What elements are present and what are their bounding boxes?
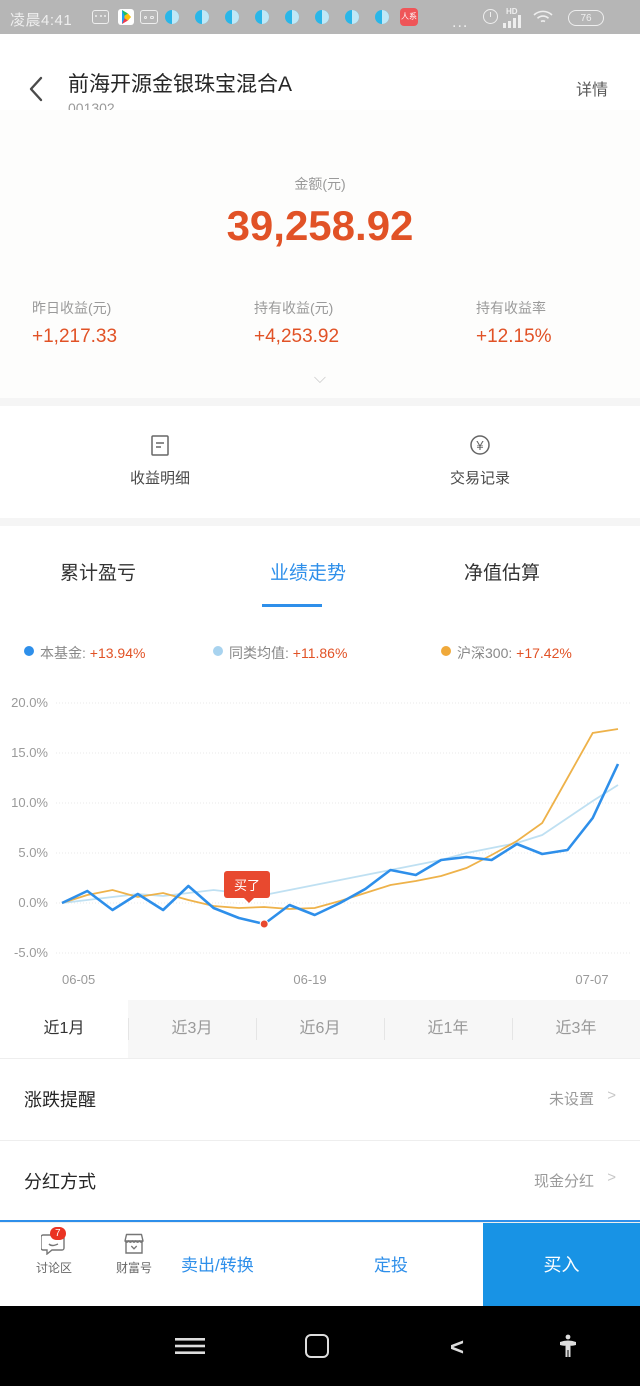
svg-text:5.0%: 5.0% xyxy=(18,845,48,860)
svg-text:10.0%: 10.0% xyxy=(11,795,48,810)
svg-text:20.0%: 20.0% xyxy=(11,695,48,710)
svg-text:06-05: 06-05 xyxy=(62,972,95,987)
svg-text:0.0%: 0.0% xyxy=(18,895,48,910)
svg-text:06-19: 06-19 xyxy=(293,972,326,987)
svg-text:15.0%: 15.0% xyxy=(11,745,48,760)
svg-text:07-07: 07-07 xyxy=(575,972,608,987)
svg-text:-5.0%: -5.0% xyxy=(14,945,48,960)
svg-text:¥: ¥ xyxy=(475,438,484,453)
